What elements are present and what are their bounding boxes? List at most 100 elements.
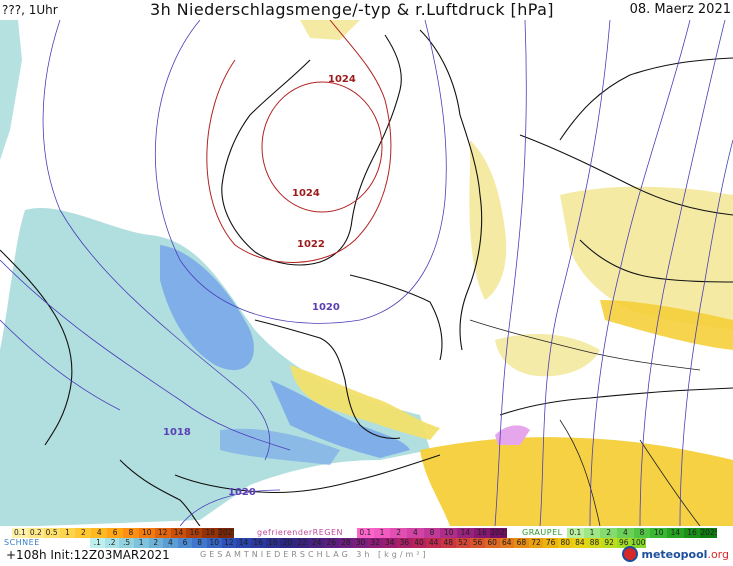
legend-cell: 26 [324, 538, 339, 548]
legend-cell: 14 [457, 528, 474, 538]
legend-cell: 10 [207, 538, 222, 548]
legend-cell: 80 [558, 538, 573, 548]
legend-cell: 1 [583, 528, 601, 538]
legend-cell: 84 [572, 538, 588, 548]
legend-cell: 20 [280, 538, 295, 548]
precipitation-map: 1024 1024 1022 1020 1018 1020 [0, 20, 733, 526]
total-precip-label: GESAMTNIEDERSCHLAG 3h [kg/m²] [200, 550, 429, 559]
legend-cell: 4 [617, 528, 634, 538]
legend-cell: 96 [616, 538, 632, 548]
legend-cell: 1 [373, 528, 391, 538]
legend-cell: 0.1 [12, 528, 28, 538]
legend-cell: 2 [390, 528, 408, 538]
legend-cell: 8 [423, 528, 441, 538]
legend-cell: 6 [177, 538, 193, 548]
legend-cell: 1 [59, 528, 76, 538]
legend-cell: 10 [138, 528, 155, 538]
legend-cell: 92 [601, 538, 617, 548]
legend-cell: 36 [397, 538, 412, 548]
legend-cell: 12 [154, 528, 171, 538]
legend-cell: 48 [441, 538, 456, 548]
map-canvas: 1024 1024 1022 1020 1018 1020 [0, 20, 733, 526]
legend-cell: 2 [75, 528, 92, 538]
country-borders [469, 319, 701, 526]
coastlines [0, 29, 733, 526]
snow-total-scale: .1.2.5 1 2 4 6 8 10 12 14 16 18 20 22 24 26 28 30 32 34 36 4… [90, 538, 646, 548]
legend-cell: 68 [514, 538, 529, 548]
legend-cell: 0.5 [43, 528, 60, 538]
legend-cell: 44 [426, 538, 441, 548]
legend-cell: .2 [104, 538, 120, 548]
map-title: 3h Niederschlagsmenge/-typ & r.Luftdruck… [150, 0, 554, 19]
legend-cell: 12 [221, 538, 237, 548]
freezing-rain-scale: 0.112481014162025+ [357, 528, 508, 538]
legend-cell: 14 [170, 528, 187, 538]
legend-cell: 52 [455, 538, 471, 548]
isobar-label: 1020 [312, 302, 340, 313]
legend-cell: 4 [91, 528, 108, 538]
legend-cell: 0.1 [567, 528, 584, 538]
legend-cell: 16 [473, 528, 491, 538]
legend-cell: 0.2 [27, 528, 44, 538]
isobar-label: 1020 [228, 487, 256, 498]
graupel-scale: 0.112481014162025+ [567, 528, 718, 538]
legend-cell: 14 [667, 528, 684, 538]
isobar-label: 1024 [328, 74, 356, 85]
legend-cell: 16 [683, 528, 701, 538]
legend-cell: 34 [382, 538, 398, 548]
run-valid-time: ???, 1Uhr [2, 3, 58, 17]
legend-cell: 30 [353, 538, 368, 548]
snow-precipitation-area [0, 20, 430, 526]
freezing-rain-label: gefrierenderREGEN [257, 528, 343, 537]
legend-cell: 10 [440, 528, 458, 538]
rain-scale: 0.10.20.51246810121416182025+ [12, 528, 235, 538]
logo-text: meteopool.org [641, 547, 729, 561]
legend-cell: 18 [265, 538, 281, 548]
legend-cell: 56 [470, 538, 485, 548]
isobar-label: 1018 [163, 427, 191, 438]
legend-cell: 60 [484, 538, 500, 548]
legend-cell: 28 [338, 538, 354, 548]
legend-cell: 100 [631, 538, 646, 548]
legend-cell: 64 [499, 538, 515, 548]
legend-cell: 2025+ [490, 528, 508, 538]
graupel-label: GRAUPEL [522, 528, 563, 537]
meteopool-logo[interactable]: meteopool.org [622, 544, 729, 564]
legend-cell: 2025+ [218, 528, 235, 538]
legend-cell: 1 [133, 538, 149, 548]
meteopool-logo-icon [622, 546, 639, 562]
forecast-run-info: +108h Init:12Z03MAR2021 [6, 548, 170, 562]
legend-cell: .5 [119, 538, 134, 548]
legend-cell: 2 [600, 528, 618, 538]
legend-cell: 32 [367, 538, 383, 548]
map-date: 08. Maerz 2021 [629, 2, 731, 17]
legend-cell: 88 [587, 538, 602, 548]
isobar-label: 1022 [297, 239, 325, 250]
legend-cell: 8 [633, 528, 651, 538]
legend-cell: .1 [90, 538, 105, 548]
legend-cell: 0.1 [357, 528, 374, 538]
legend-cell: 16 [250, 538, 266, 548]
legend-cell: 2 [148, 538, 164, 548]
legend-cell: 72 [528, 538, 544, 548]
legend-cell: 10 [650, 528, 668, 538]
legend-cell: 16 [186, 528, 203, 538]
legend-cell: 4 [163, 538, 178, 548]
legend-cell: 8 [123, 528, 139, 538]
legend-cell: 76 [543, 538, 558, 548]
freezing-rain-area [495, 425, 530, 445]
legend-cell: 18 [202, 528, 219, 538]
legend-cell: 40 [411, 538, 427, 548]
legend-cell: 14 [236, 538, 251, 548]
legend-cell: 24 [309, 538, 324, 548]
legend-cell: 22 [294, 538, 310, 548]
rain-precipitation-area [290, 20, 733, 526]
isobars-high [206, 20, 392, 263]
legend-cell: 6 [107, 528, 124, 538]
isobars-low [0, 20, 733, 526]
legend-cell: 2025+ [700, 528, 718, 538]
snow-label: SCHNEE [4, 538, 40, 547]
legend-cell: 8 [192, 538, 207, 548]
legend-row-2: SCHNEE .1.2.5 1 2 4 6 8 10 12 14 16 18 20 22 24 26 28 30… [0, 538, 733, 552]
isobar-label: 1024 [292, 188, 320, 199]
